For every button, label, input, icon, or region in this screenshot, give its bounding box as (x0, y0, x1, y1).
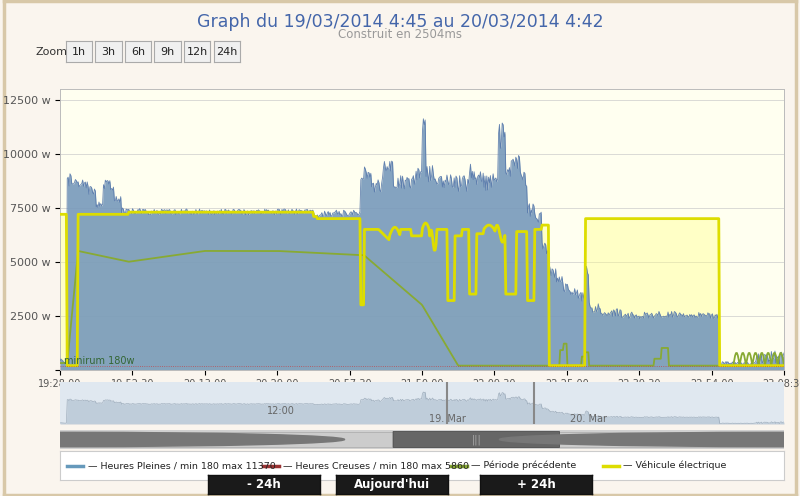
Bar (60, 432, 784, 447)
Text: 19. Mar: 19. Mar (429, 414, 466, 424)
Text: Aujourd'hui: Aujourd'hui (354, 478, 430, 491)
Text: Zoom: Zoom (36, 47, 68, 57)
Text: — Véhicule électrique: — Véhicule électrique (623, 461, 726, 471)
Text: minirum 180w: minirum 180w (64, 356, 134, 366)
Text: — Heures Pleines / min 180 max 11370: — Heures Pleines / min 180 max 11370 (87, 461, 275, 470)
Circle shape (499, 433, 800, 446)
Text: 6h: 6h (131, 47, 145, 57)
Text: 9h: 9h (161, 47, 174, 57)
Text: — Période précédente: — Période précédente (471, 461, 577, 471)
Text: 3h: 3h (102, 47, 115, 57)
Text: 12:00: 12:00 (267, 406, 294, 417)
Text: Graph du 19/03/2014 4:45 au 20/03/2014 4:42: Graph du 19/03/2014 4:45 au 20/03/2014 4… (197, 13, 603, 31)
Text: + 24h: + 24h (517, 478, 555, 491)
Text: 20. Mar: 20. Mar (570, 414, 607, 424)
Text: 1h: 1h (72, 47, 86, 57)
Text: Construit en 2504ms: Construit en 2504ms (338, 28, 462, 41)
Text: - 24h: - 24h (247, 478, 281, 491)
Text: 12h: 12h (186, 47, 208, 57)
Text: |||: ||| (471, 434, 481, 445)
Circle shape (0, 433, 345, 446)
Text: 24h: 24h (216, 47, 238, 57)
Text: — Heures Creuses / min 180 max 5860: — Heures Creuses / min 180 max 5860 (283, 461, 469, 470)
FancyBboxPatch shape (393, 432, 559, 447)
